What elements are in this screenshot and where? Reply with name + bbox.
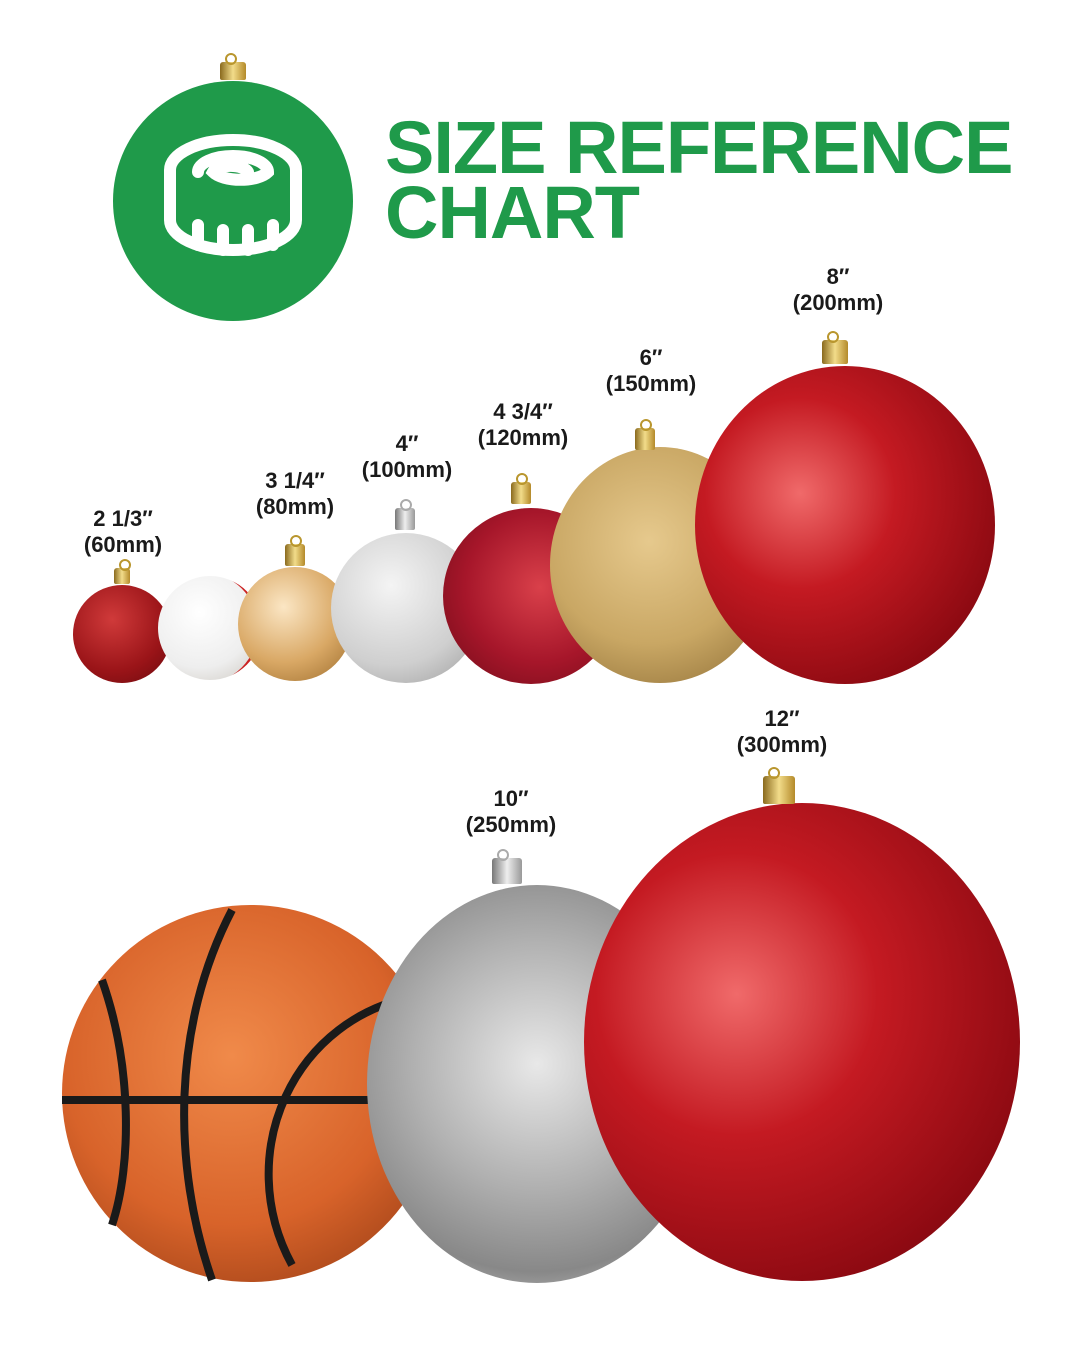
size-mm: (200mm) [792,290,884,315]
size-label-120mm: 4 3/4″ (120mm) [478,399,568,451]
size-label-60mm: 2 1/3″ (60mm) [84,506,162,558]
measuring-tape-icon [164,134,302,256]
ornament-60mm-red-glitter [73,585,171,683]
ornament-cap-icon [395,499,415,530]
ornament-300mm-red-shiny [584,803,1020,1281]
title-line-2: CHART [385,171,640,254]
size-label-200mm: 8″ (200mm) [793,264,883,316]
ornament-circle [113,81,353,321]
ornament-cap-icon [492,849,522,884]
size-inch: 4″ [395,431,419,456]
size-mm: (250mm) [465,812,557,837]
ornament-cap-icon [511,473,531,504]
size-inch: 10″ [493,786,529,811]
ornament-cap-icon [635,419,655,450]
ornament-cap-icon [285,535,305,566]
size-label-100mm: 4″ (100mm) [362,431,452,483]
title-line-1: SIZE REFERENCE [385,106,1013,189]
size-mm: (300mm) [736,732,828,757]
size-label-250mm: 10″ (250mm) [466,786,556,838]
ornament-200mm-red-shiny [695,366,995,684]
size-label-150mm: 6″ (150mm) [606,345,696,397]
size-mm: (120mm) [477,425,569,450]
size-mm: (100mm) [361,457,453,482]
size-inch: 3 1/4″ [265,468,325,493]
size-mm: (80mm) [255,494,335,519]
size-inch: 2 1/3″ [93,506,153,531]
size-mm: (150mm) [605,371,697,396]
ornament-cap-icon [220,53,246,80]
size-inch: 8″ [826,264,850,289]
size-inch: 6″ [639,345,663,370]
ornament-cap-icon [763,767,795,804]
ornament-cap-icon [114,559,131,584]
ornament-cap-icon [822,331,848,364]
size-inch: 4 3/4″ [493,399,553,424]
size-label-300mm: 12″ (300mm) [737,706,827,758]
size-mm: (60mm) [83,532,163,557]
size-inch: 12″ [764,706,800,731]
size-label-80mm: 3 1/4″ (80mm) [256,468,334,520]
